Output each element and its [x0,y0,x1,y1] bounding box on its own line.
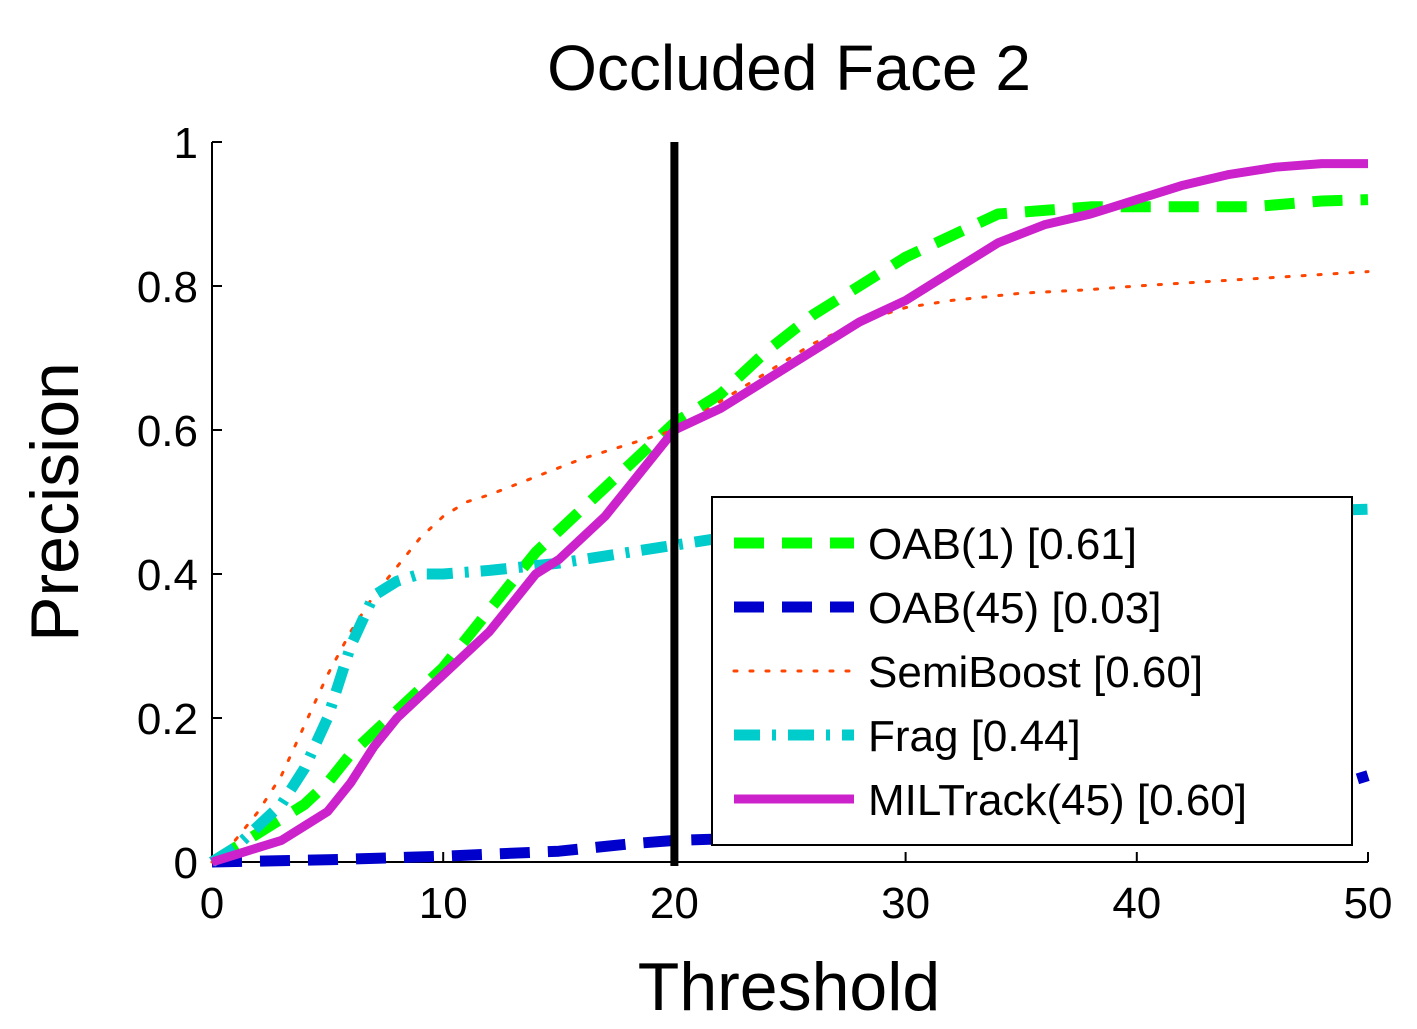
series-line-4 [209,503,1369,867]
x-tick-label: 0 [200,879,224,928]
x-axis-label: Threshold [638,949,940,1025]
x-tick-label: 50 [1344,879,1393,928]
legend-label: OAB(45) [0.03] [868,584,1161,633]
legend-label: MILTrack(45) [0.60] [868,776,1247,825]
y-tick-label: 1 [174,119,198,168]
y-tick-label: 0.2 [137,695,198,744]
x-tick-label: 30 [881,879,930,928]
legend-box [711,496,1353,846]
legend-label: SemiBoost [0.60] [868,648,1203,697]
axes: 0 10 20 30 40 50 0 0.2 0.4 0.6 0.8 1 [137,119,1393,928]
series-line-3 [210,270,1370,864]
x-tick-label: 20 [650,879,699,928]
legend: OAB(1) [0.61] OAB(45) [0.03] SemiBoost [0.… [711,496,1353,846]
x-tick-label: 10 [419,879,468,928]
legend-label: OAB(1) [0.61] [868,520,1137,569]
y-axis-label: Precision [17,362,93,642]
y-tick-label: 0.4 [137,551,198,600]
x-tick-label: 40 [1112,879,1161,928]
chart-title: Occluded Face 2 [547,32,1031,104]
y-tick-label: 0.6 [137,407,198,456]
y-tick-label: 0 [174,839,198,888]
series-line-5 [210,159,1368,867]
series-line-1 [209,194,1369,867]
legend-label: Frag [0.44] [868,712,1081,761]
y-tick-label: 0.8 [137,263,198,312]
